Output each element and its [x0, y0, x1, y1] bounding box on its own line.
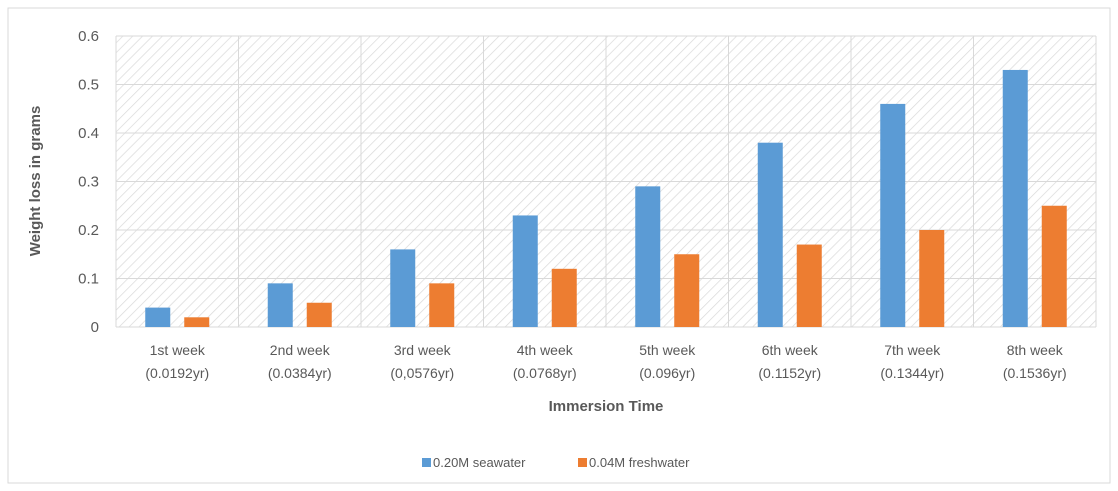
x-tick-label: 3rd week [394, 342, 452, 358]
x-tick-label: 4th week [517, 342, 574, 358]
x-tick-sublabel: (0,0576yr) [390, 365, 454, 381]
x-tick-sublabel: (0.0384yr) [268, 365, 332, 381]
bar-freshwater [919, 230, 945, 327]
x-tick-sublabel: (0.0768yr) [513, 365, 577, 381]
bar-seawater [635, 186, 661, 327]
y-tick-label: 0.6 [78, 28, 99, 45]
bar-freshwater [184, 317, 210, 327]
y-tick-label: 0.4 [78, 125, 99, 142]
x-tick-label: 6th week [762, 342, 819, 358]
bar-freshwater [1041, 205, 1067, 327]
x-tick-sublabel: (0.0192yr) [145, 365, 209, 381]
bar-freshwater [674, 254, 700, 327]
x-axis-title: Immersion Time [549, 398, 664, 415]
x-tick-label: 7th week [884, 342, 941, 358]
y-axis-ticks: 0 0.1 0.2 0.3 0.4 0.5 0.6 [78, 28, 99, 336]
x-tick-sublabel: (0.1536yr) [1003, 365, 1067, 381]
bar-freshwater [429, 283, 455, 327]
bar-seawater [512, 215, 538, 327]
legend-label: 0.20M seawater [433, 455, 526, 470]
y-tick-label: 0 [91, 319, 99, 336]
y-tick-label: 0.2 [78, 222, 99, 239]
legend-swatch [422, 458, 431, 467]
bar-seawater [757, 142, 783, 327]
x-tick-label: 1st week [150, 342, 206, 358]
x-tick-sublabel: (0.096yr) [639, 365, 695, 381]
y-axis-title: Weight loss in grams [27, 106, 44, 257]
x-tick-label: 5th week [639, 342, 696, 358]
bar-seawater [145, 307, 171, 327]
bar-seawater [267, 283, 293, 327]
x-tick-label: 8th week [1007, 342, 1064, 358]
bar-seawater [880, 103, 906, 328]
bar-seawater [1002, 69, 1028, 327]
y-tick-label: 0.3 [78, 174, 99, 191]
y-tick-label: 0.5 [78, 77, 99, 94]
x-tick-label: 2nd week [270, 342, 331, 358]
x-tick-sublabel: (0.1344yr) [880, 365, 944, 381]
legend-swatch [578, 458, 587, 467]
legend: 0.20M seawater 0.04M freshwater [422, 455, 690, 470]
bars [145, 69, 1067, 328]
x-axis-ticks: 1st week (0.0192yr) 2nd week (0.0384yr) 3rd … [145, 342, 1066, 381]
bar-freshwater [551, 268, 577, 327]
y-tick-label: 0.1 [78, 271, 99, 288]
bar-seawater [390, 249, 416, 327]
bar-freshwater [306, 302, 332, 327]
bar-freshwater [796, 244, 822, 327]
x-tick-sublabel: (0.1152yr) [758, 365, 821, 381]
legend-label: 0.04M freshwater [589, 455, 690, 470]
